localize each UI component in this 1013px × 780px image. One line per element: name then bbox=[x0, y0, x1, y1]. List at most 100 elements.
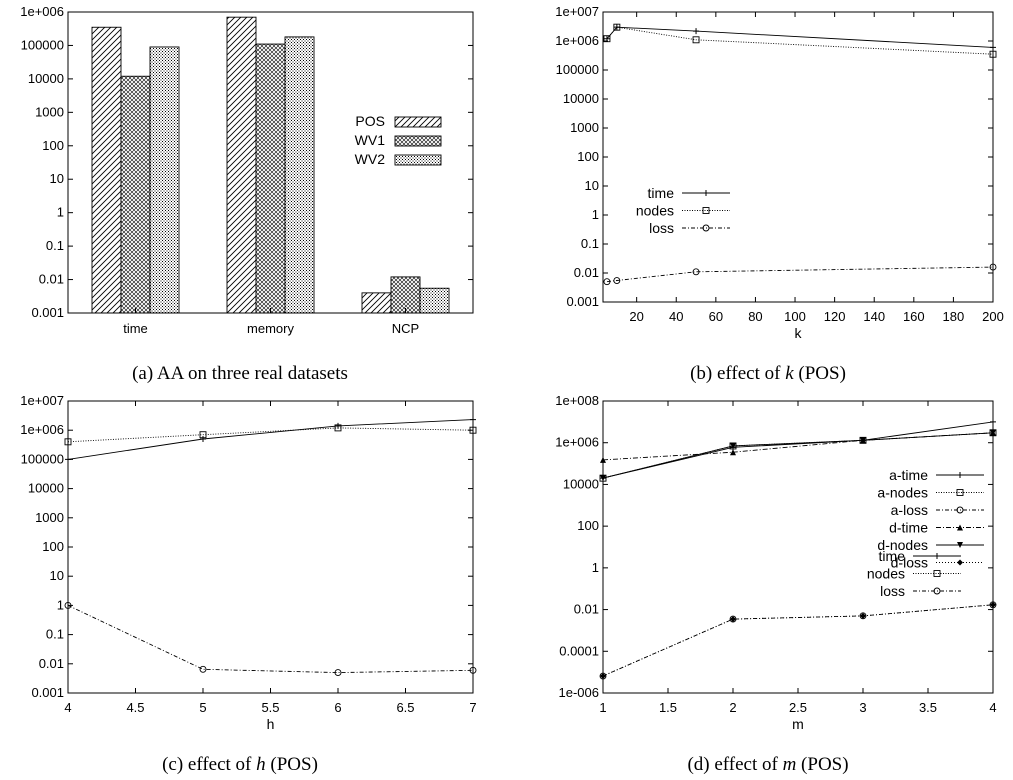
caption-a: (a) AA on three real datasets bbox=[132, 363, 348, 384]
plot-frame bbox=[67, 11, 474, 314]
legend-marker bbox=[957, 542, 963, 548]
y-tick-label: 10000 bbox=[563, 91, 599, 106]
legend-marker bbox=[956, 489, 964, 496]
y-tick-label: 1e+006 bbox=[20, 4, 64, 19]
x-tick-label: 80 bbox=[748, 309, 762, 324]
data-point-nodes bbox=[199, 431, 207, 439]
y-tick-label: 10000 bbox=[563, 476, 599, 491]
y-tick-label: 10 bbox=[50, 171, 64, 186]
bar bbox=[149, 46, 180, 314]
data-point-d-time bbox=[730, 449, 736, 456]
legend-marker bbox=[933, 570, 941, 577]
x-tick-label: 140 bbox=[863, 309, 885, 324]
series-line-nodes bbox=[606, 26, 994, 55]
y-tick-label: 10 bbox=[50, 568, 64, 583]
y-tick-label: 1 bbox=[592, 560, 599, 575]
data-point-d-loss bbox=[860, 612, 866, 619]
data-point-loss bbox=[199, 665, 207, 673]
data-point-loss bbox=[613, 277, 621, 284]
legend-label: time bbox=[648, 185, 675, 201]
y-tick-label: 1e+008 bbox=[555, 393, 599, 408]
legend-label: a-nodes bbox=[877, 485, 928, 501]
x-tick-label: 4 bbox=[989, 700, 996, 715]
x-tick-label: 5 bbox=[199, 700, 206, 715]
legend-label: a-time bbox=[889, 467, 928, 483]
data-point-loss bbox=[603, 278, 611, 286]
data-point-nodes bbox=[692, 36, 700, 44]
x-tick-label: 200 bbox=[982, 309, 1004, 324]
legend-swatch bbox=[394, 135, 442, 147]
y-tick-label: 0.1 bbox=[581, 236, 599, 251]
series-line-a-loss bbox=[602, 604, 994, 677]
series-line-d-time bbox=[602, 432, 994, 461]
legend-label: WV2 bbox=[355, 151, 386, 167]
y-tick-label: 100 bbox=[42, 138, 64, 153]
series-line-a-time bbox=[602, 421, 994, 479]
caption-d: (d) effect of m (POS) bbox=[687, 754, 848, 775]
y-tick-label: 10000 bbox=[28, 481, 64, 496]
y-tick-label: 0.1 bbox=[46, 238, 64, 253]
legend-marker bbox=[957, 472, 963, 478]
x-tick-label: memory bbox=[247, 321, 294, 336]
x-tick-label: 4 bbox=[64, 700, 71, 715]
legend-swatch bbox=[394, 116, 442, 128]
y-tick-label: 1 bbox=[57, 597, 64, 612]
y-tick-label: 10 bbox=[585, 178, 599, 193]
x-tick-label: 20 bbox=[629, 309, 643, 324]
data-point-d-loss bbox=[730, 616, 736, 623]
legend-marker bbox=[703, 190, 709, 196]
bar bbox=[226, 16, 257, 314]
series-line-loss bbox=[606, 266, 994, 283]
data-point-loss bbox=[692, 268, 700, 276]
x-tick-label: 6 bbox=[334, 700, 341, 715]
x-tick-label: 40 bbox=[669, 309, 683, 324]
legend-label: nodes bbox=[636, 203, 674, 219]
series-line-d-loss bbox=[602, 604, 994, 677]
y-tick-label: 1 bbox=[57, 205, 64, 220]
y-tick-label: 1e+006 bbox=[555, 435, 599, 450]
x-tick-label: 6.5 bbox=[396, 700, 414, 715]
y-tick-label: 1e+007 bbox=[555, 4, 599, 19]
legend-label: a-loss bbox=[891, 502, 928, 518]
caption-b: (b) effect of k (POS) bbox=[690, 363, 846, 384]
data-point-nodes bbox=[613, 23, 621, 31]
x-axis-label: k bbox=[795, 325, 803, 341]
y-tick-label: 1e+007 bbox=[20, 393, 64, 408]
y-tick-label: 1 bbox=[592, 207, 599, 222]
y-tick-label: 1e-006 bbox=[559, 685, 599, 700]
x-tick-label: 2.5 bbox=[789, 700, 807, 715]
x-axis-label: m bbox=[792, 716, 804, 732]
y-tick-label: 0.01 bbox=[39, 272, 64, 287]
legend-marker bbox=[933, 587, 941, 595]
series-line-time bbox=[606, 26, 994, 48]
y-tick-label: 0.1 bbox=[46, 627, 64, 642]
y-tick-label: 1e+006 bbox=[20, 422, 64, 437]
data-point-loss bbox=[334, 669, 342, 677]
plot-frame bbox=[67, 400, 474, 694]
x-tick-label: NCP bbox=[392, 321, 419, 336]
y-tick-label: 100 bbox=[42, 539, 64, 554]
legend-label: d-loss bbox=[891, 555, 928, 571]
y-tick-label: 0.01 bbox=[574, 602, 599, 617]
x-tick-label: 180 bbox=[943, 309, 965, 324]
series-line-d-nodes bbox=[602, 432, 994, 479]
x-tick-label: 120 bbox=[824, 309, 846, 324]
legend-label: nodes bbox=[867, 566, 905, 582]
x-tick-label: 160 bbox=[903, 309, 925, 324]
x-tick-label: 3 bbox=[859, 700, 866, 715]
y-tick-label: 100 bbox=[577, 518, 599, 533]
legend-marker bbox=[957, 559, 963, 566]
y-tick-label: 1000 bbox=[35, 510, 64, 525]
legend-marker bbox=[956, 506, 964, 514]
bar bbox=[419, 287, 450, 314]
panel-b-line-chart: 0.001 0.01 0.1 1 10 100 1000 10000 100000 1e+006 1… bbox=[555, 4, 1004, 341]
data-point-d-nodes bbox=[860, 437, 866, 444]
panel-d-line-chart: 1e-006 0.0001 0.01 1 100 10000 1e+006 1e+008 1 1.… bbox=[555, 393, 996, 732]
caption-c: (c) effect of h (POS) bbox=[162, 754, 318, 775]
x-tick-label: 2 bbox=[729, 700, 736, 715]
y-tick-label: 100000 bbox=[21, 37, 64, 52]
y-tick-label: 1e+006 bbox=[555, 33, 599, 48]
x-tick-label: 4.5 bbox=[126, 700, 144, 715]
series-line-nodes bbox=[67, 427, 474, 443]
